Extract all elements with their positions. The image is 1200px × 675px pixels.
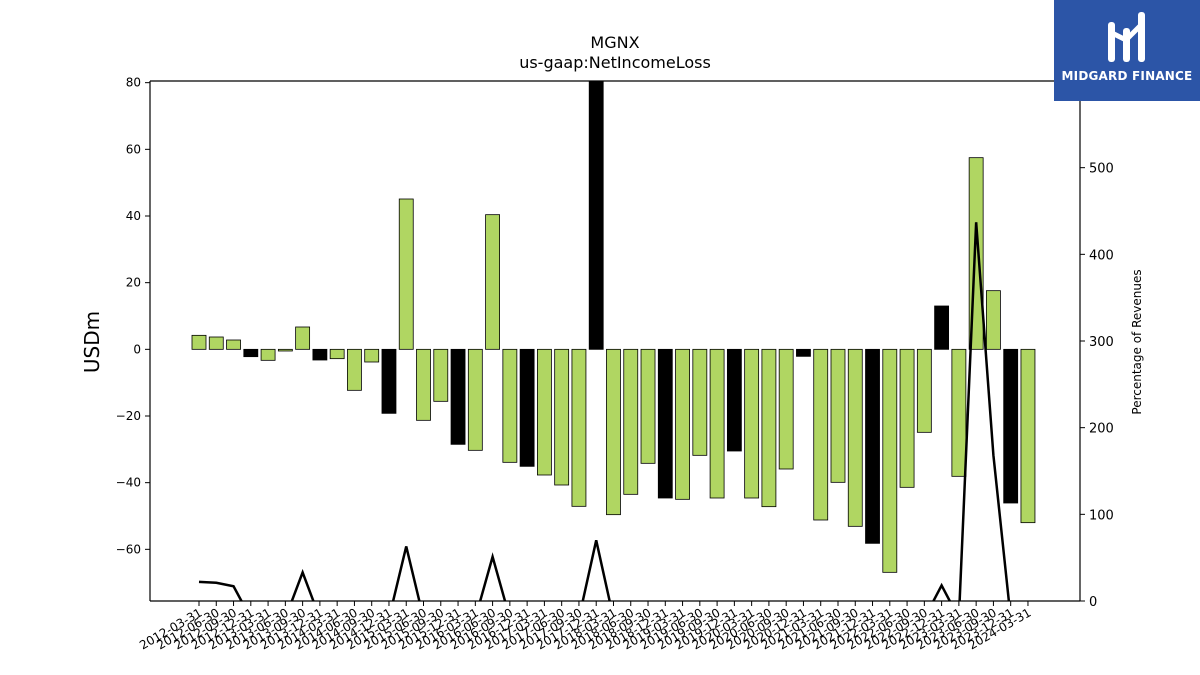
bar <box>381 348 397 414</box>
bar <box>916 348 932 433</box>
bar <box>761 348 777 508</box>
bar <box>588 80 604 350</box>
y-tick-label: 40 <box>126 209 141 223</box>
bar <box>226 339 241 350</box>
y2-tick-label: 500 <box>1089 162 1114 177</box>
bar <box>554 348 570 486</box>
bar <box>796 348 811 357</box>
chart-subtitle: us-gaap:NetIncomeLoss <box>519 53 711 72</box>
bar <box>778 348 794 470</box>
bar <box>433 348 449 402</box>
bar <box>364 348 380 363</box>
y-axis-label: USDm <box>80 311 104 373</box>
bar <box>467 348 483 451</box>
y-tick-label: 80 <box>126 76 141 90</box>
y2-tick-label: 400 <box>1089 248 1114 263</box>
bar <box>1003 348 1019 504</box>
bar <box>606 348 621 516</box>
bar <box>312 348 328 361</box>
bar <box>692 348 708 456</box>
bar <box>295 326 311 350</box>
bar <box>485 214 500 350</box>
bar <box>191 334 207 350</box>
bar <box>243 348 259 358</box>
bar <box>571 348 587 507</box>
bar <box>899 348 915 488</box>
bar <box>847 348 863 527</box>
bar <box>675 348 690 500</box>
y2-tick-label: 300 <box>1089 335 1114 350</box>
bar <box>986 290 1001 350</box>
y-tick-label: −20 <box>116 409 141 423</box>
y-tick-label: −60 <box>116 542 141 556</box>
chart-title: MGNX <box>590 33 639 52</box>
y2-tick-label: 100 <box>1089 508 1114 523</box>
y2-tick-label: 200 <box>1089 422 1114 437</box>
bar <box>329 348 345 360</box>
bar <box>1020 348 1036 524</box>
bar <box>882 348 898 573</box>
bar <box>277 348 293 352</box>
brand-logo: MIDGARD FINANCE <box>1054 0 1200 101</box>
bar <box>744 348 760 499</box>
bar <box>260 348 276 361</box>
bar <box>347 348 362 391</box>
bar <box>416 348 431 421</box>
y-tick-label: 20 <box>126 276 141 290</box>
bar <box>640 348 656 464</box>
bar <box>398 198 414 350</box>
bar <box>726 348 742 452</box>
y-tick-label: 60 <box>126 142 141 156</box>
bar <box>657 348 673 499</box>
bar <box>450 348 466 445</box>
bar <box>813 348 829 521</box>
bar <box>519 348 535 467</box>
midgard-logo-icon <box>1108 12 1145 62</box>
bar <box>502 348 518 463</box>
bar <box>709 348 725 499</box>
y-tick-label: −40 <box>116 476 141 490</box>
y-tick-label: 0 <box>133 342 141 356</box>
y2-tick-label: 0 <box>1089 595 1097 610</box>
bar <box>934 305 950 350</box>
bar <box>951 348 967 477</box>
bar <box>537 348 552 476</box>
y2-axis-label: Percentage of Revenues <box>1130 269 1144 414</box>
bar <box>208 336 224 350</box>
bar <box>865 348 880 544</box>
bar <box>830 348 846 483</box>
logo-text: MIDGARD FINANCE <box>1061 69 1193 83</box>
bar <box>623 348 639 495</box>
